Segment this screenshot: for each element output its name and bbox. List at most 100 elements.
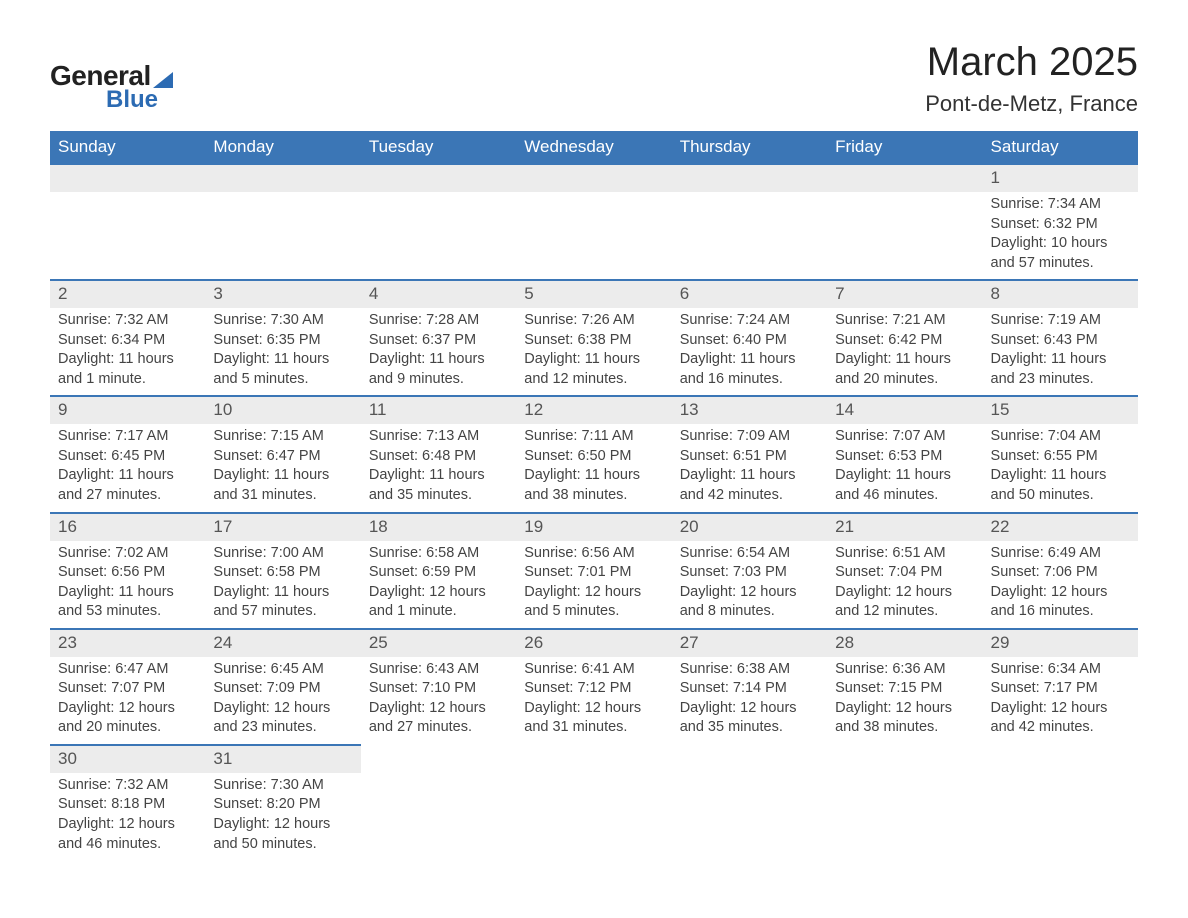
daylight-text: Daylight: 12 hours bbox=[524, 699, 663, 719]
day-number-cell: 18 bbox=[361, 513, 516, 541]
sunrise-text: Sunrise: 6:36 AM bbox=[835, 660, 974, 680]
day-number-cell bbox=[827, 164, 982, 192]
daylight-text: and 38 minutes. bbox=[524, 486, 663, 506]
day-number-cell: 5 bbox=[516, 280, 671, 308]
sunrise-text: Sunrise: 7:00 AM bbox=[213, 544, 352, 564]
weekday-header: Sunday bbox=[50, 131, 205, 164]
daylight-text: and 20 minutes. bbox=[58, 718, 197, 738]
day-number-cell: 8 bbox=[983, 280, 1138, 308]
day-number-cell: 31 bbox=[205, 745, 360, 773]
day-data-cell: Sunrise: 7:04 AMSunset: 6:55 PMDaylight:… bbox=[983, 424, 1138, 512]
day-data-row: Sunrise: 6:47 AMSunset: 7:07 PMDaylight:… bbox=[50, 657, 1138, 745]
day-data-cell: Sunrise: 7:30 AMSunset: 6:35 PMDaylight:… bbox=[205, 308, 360, 396]
daylight-text: and 46 minutes. bbox=[58, 835, 197, 855]
sunrise-text: Sunrise: 6:45 AM bbox=[213, 660, 352, 680]
daylight-text: and 12 minutes. bbox=[524, 370, 663, 390]
page-title: March 2025 bbox=[925, 40, 1138, 85]
daylight-text: Daylight: 11 hours bbox=[524, 350, 663, 370]
sunset-text: Sunset: 6:38 PM bbox=[524, 331, 663, 351]
sunset-text: Sunset: 7:17 PM bbox=[991, 679, 1130, 699]
day-data-cell: Sunrise: 6:43 AMSunset: 7:10 PMDaylight:… bbox=[361, 657, 516, 745]
day-number-cell: 24 bbox=[205, 629, 360, 657]
sunset-text: Sunset: 6:58 PM bbox=[213, 563, 352, 583]
day-data-cell: Sunrise: 7:34 AMSunset: 6:32 PMDaylight:… bbox=[983, 192, 1138, 280]
sunrise-text: Sunrise: 6:54 AM bbox=[680, 544, 819, 564]
sunrise-text: Sunrise: 6:47 AM bbox=[58, 660, 197, 680]
daylight-text: and 1 minute. bbox=[58, 370, 197, 390]
day-data-cell: Sunrise: 7:30 AMSunset: 8:20 PMDaylight:… bbox=[205, 773, 360, 860]
daylight-text: Daylight: 11 hours bbox=[680, 350, 819, 370]
day-number-cell bbox=[516, 745, 671, 773]
day-data-cell: Sunrise: 7:19 AMSunset: 6:43 PMDaylight:… bbox=[983, 308, 1138, 396]
daylight-text: Daylight: 12 hours bbox=[369, 699, 508, 719]
day-number-row: 1 bbox=[50, 164, 1138, 192]
sunset-text: Sunset: 6:34 PM bbox=[58, 331, 197, 351]
day-data-cell bbox=[672, 192, 827, 280]
day-data-cell bbox=[361, 192, 516, 280]
sunrise-text: Sunrise: 7:34 AM bbox=[991, 195, 1130, 215]
daylight-text: and 16 minutes. bbox=[680, 370, 819, 390]
daylight-text: Daylight: 10 hours bbox=[991, 234, 1130, 254]
daylight-text: Daylight: 11 hours bbox=[369, 350, 508, 370]
daylight-text: Daylight: 11 hours bbox=[213, 350, 352, 370]
sunset-text: Sunset: 6:32 PM bbox=[991, 215, 1130, 235]
daylight-text: and 5 minutes. bbox=[524, 602, 663, 622]
daylight-text: and 42 minutes. bbox=[991, 718, 1130, 738]
sunrise-text: Sunrise: 7:32 AM bbox=[58, 776, 197, 796]
daylight-text: and 23 minutes. bbox=[991, 370, 1130, 390]
day-data-cell: Sunrise: 7:00 AMSunset: 6:58 PMDaylight:… bbox=[205, 541, 360, 629]
sunset-text: Sunset: 7:14 PM bbox=[680, 679, 819, 699]
day-data-cell bbox=[672, 773, 827, 860]
day-number-cell: 9 bbox=[50, 396, 205, 424]
daylight-text: Daylight: 11 hours bbox=[835, 466, 974, 486]
day-number-cell: 28 bbox=[827, 629, 982, 657]
day-data-cell: Sunrise: 7:17 AMSunset: 6:45 PMDaylight:… bbox=[50, 424, 205, 512]
daylight-text: Daylight: 11 hours bbox=[680, 466, 819, 486]
daylight-text: Daylight: 12 hours bbox=[991, 583, 1130, 603]
day-number-cell: 19 bbox=[516, 513, 671, 541]
daylight-text: Daylight: 12 hours bbox=[680, 583, 819, 603]
day-number-cell bbox=[50, 164, 205, 192]
daylight-text: Daylight: 11 hours bbox=[213, 466, 352, 486]
day-data-cell: Sunrise: 6:58 AMSunset: 6:59 PMDaylight:… bbox=[361, 541, 516, 629]
day-number-cell: 17 bbox=[205, 513, 360, 541]
day-data-cell: Sunrise: 7:32 AMSunset: 6:34 PMDaylight:… bbox=[50, 308, 205, 396]
day-data-row: Sunrise: 7:17 AMSunset: 6:45 PMDaylight:… bbox=[50, 424, 1138, 512]
day-number-cell: 4 bbox=[361, 280, 516, 308]
daylight-text: Daylight: 12 hours bbox=[213, 699, 352, 719]
day-number-cell bbox=[205, 164, 360, 192]
day-data-cell bbox=[516, 192, 671, 280]
sunset-text: Sunset: 7:10 PM bbox=[369, 679, 508, 699]
sunset-text: Sunset: 7:01 PM bbox=[524, 563, 663, 583]
day-number-cell: 27 bbox=[672, 629, 827, 657]
daylight-text: and 16 minutes. bbox=[991, 602, 1130, 622]
daylight-text: Daylight: 11 hours bbox=[524, 466, 663, 486]
sunrise-text: Sunrise: 7:15 AM bbox=[213, 427, 352, 447]
daylight-text: Daylight: 11 hours bbox=[991, 350, 1130, 370]
daylight-text: and 23 minutes. bbox=[213, 718, 352, 738]
day-data-cell: Sunrise: 7:32 AMSunset: 8:18 PMDaylight:… bbox=[50, 773, 205, 860]
sunrise-text: Sunrise: 7:11 AM bbox=[524, 427, 663, 447]
sunset-text: Sunset: 7:04 PM bbox=[835, 563, 974, 583]
day-data-cell: Sunrise: 7:24 AMSunset: 6:40 PMDaylight:… bbox=[672, 308, 827, 396]
day-number-cell: 29 bbox=[983, 629, 1138, 657]
day-data-cell: Sunrise: 6:41 AMSunset: 7:12 PMDaylight:… bbox=[516, 657, 671, 745]
day-data-cell bbox=[516, 773, 671, 860]
sunrise-text: Sunrise: 7:09 AM bbox=[680, 427, 819, 447]
daylight-text: and 27 minutes. bbox=[369, 718, 508, 738]
daylight-text: Daylight: 11 hours bbox=[991, 466, 1130, 486]
sunrise-text: Sunrise: 7:13 AM bbox=[369, 427, 508, 447]
day-data-cell bbox=[361, 773, 516, 860]
daylight-text: and 20 minutes. bbox=[835, 370, 974, 390]
sunset-text: Sunset: 7:09 PM bbox=[213, 679, 352, 699]
daylight-text: Daylight: 11 hours bbox=[58, 583, 197, 603]
daylight-text: Daylight: 11 hours bbox=[835, 350, 974, 370]
day-number-cell: 23 bbox=[50, 629, 205, 657]
day-number-row: 9101112131415 bbox=[50, 396, 1138, 424]
daylight-text: and 1 minute. bbox=[369, 602, 508, 622]
sunrise-text: Sunrise: 7:28 AM bbox=[369, 311, 508, 331]
sunrise-text: Sunrise: 6:56 AM bbox=[524, 544, 663, 564]
day-number-cell: 26 bbox=[516, 629, 671, 657]
sunrise-text: Sunrise: 7:02 AM bbox=[58, 544, 197, 564]
daylight-text: Daylight: 11 hours bbox=[58, 350, 197, 370]
